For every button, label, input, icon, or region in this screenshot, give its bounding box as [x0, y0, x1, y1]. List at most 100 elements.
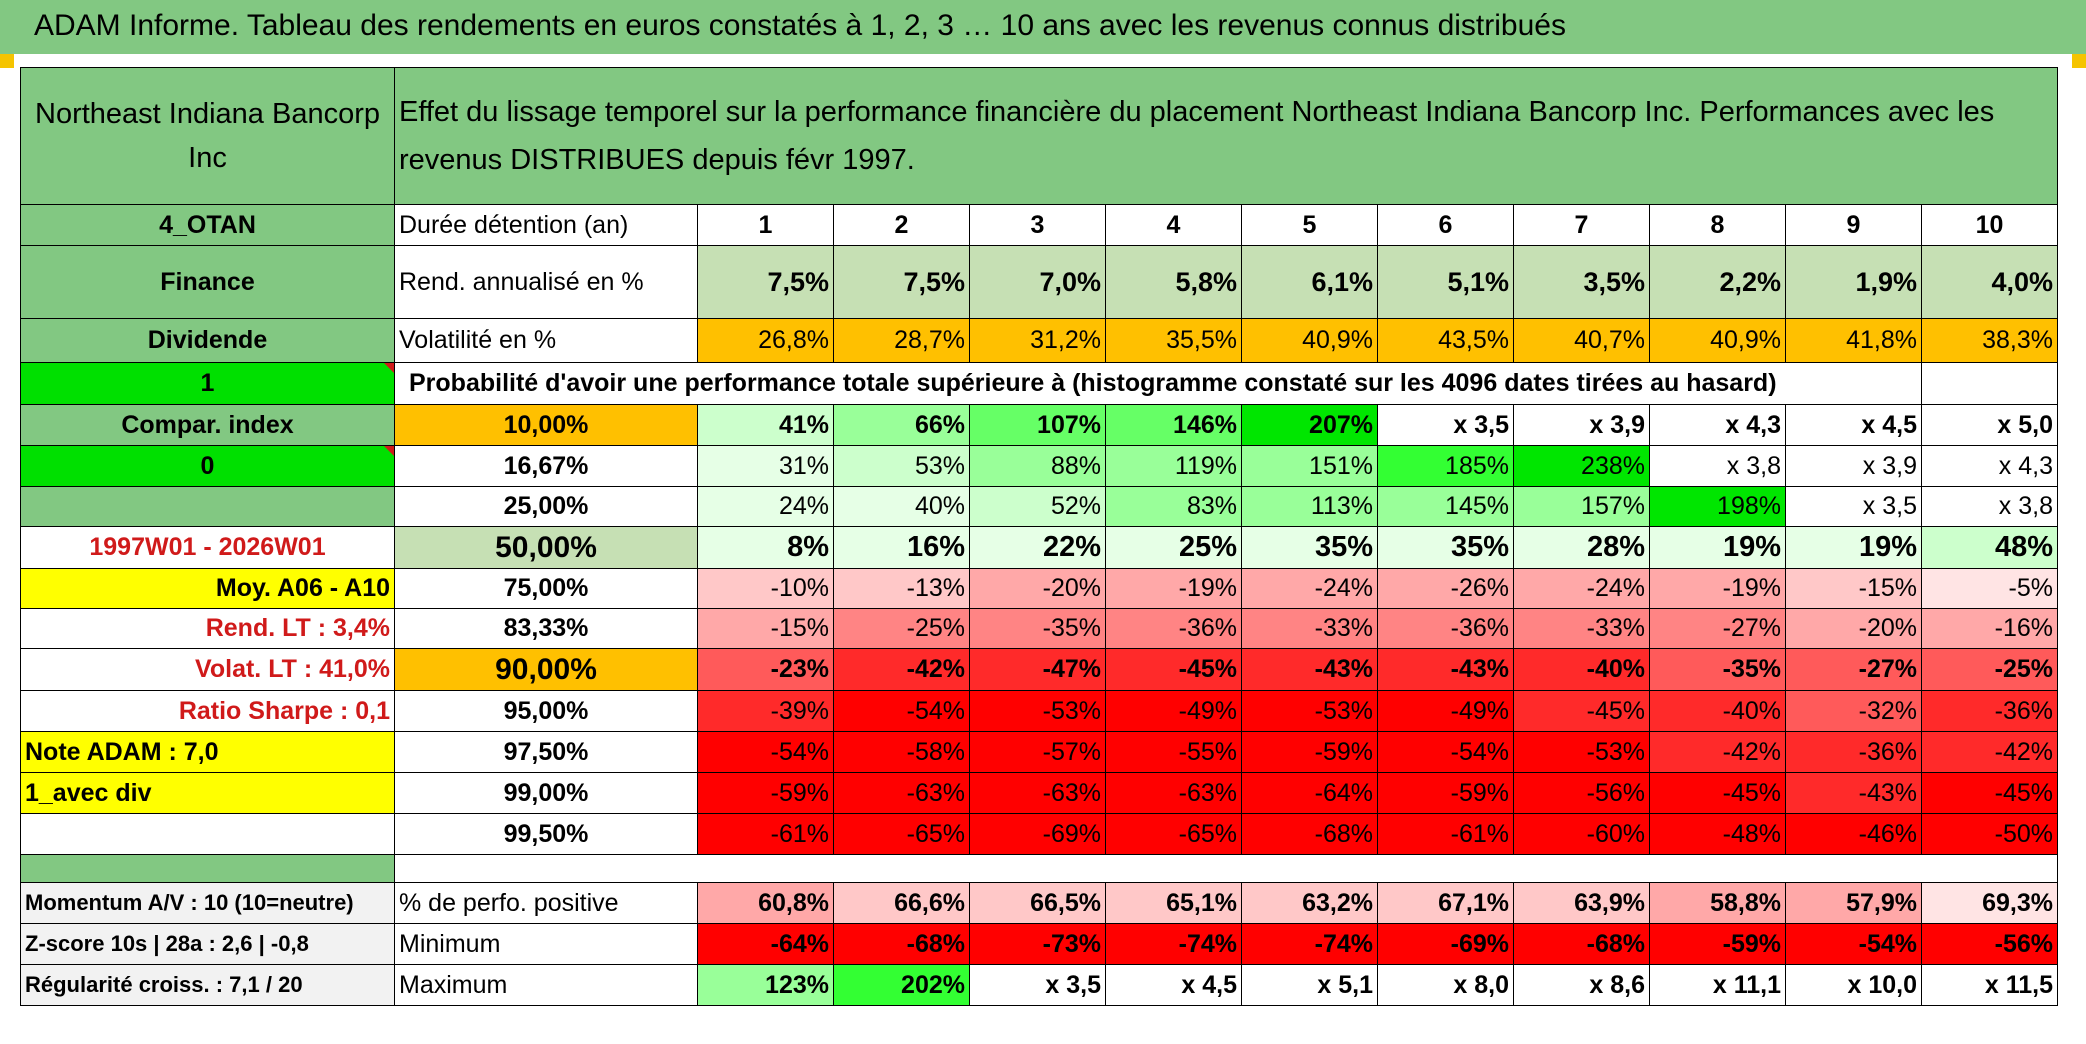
proba-value: -54% — [697, 731, 834, 773]
proba-value: -36% — [1921, 690, 2058, 732]
proba-value: 151% — [1241, 445, 1378, 487]
maximum-value: x 5,1 — [1241, 964, 1378, 1006]
threshold-cell: 83,33% — [394, 608, 698, 649]
proba-value: 41% — [697, 404, 834, 446]
vol-label: Volatilité en % — [394, 318, 698, 363]
vol-value: 41,8% — [1785, 318, 1922, 363]
threshold-cell: 97,50% — [394, 731, 698, 773]
vol-value: 38,3% — [1921, 318, 2058, 363]
perfo-pos-value: 60,8% — [697, 882, 834, 924]
proba-value: -35% — [969, 608, 1106, 649]
minimum-value: -68% — [833, 923, 970, 965]
proba-value: 107% — [969, 404, 1106, 446]
proba-value: -59% — [697, 772, 834, 814]
proba-value: -40% — [1513, 648, 1650, 691]
proba-value: -43% — [1377, 648, 1514, 691]
maximum-row: Régularité croiss. : 7,1 / 20 Maximum 123%… — [20, 964, 2058, 1006]
proba-value: -40% — [1649, 690, 1786, 732]
proba-value: -45% — [1513, 690, 1650, 732]
year-header: 3 — [969, 204, 1106, 246]
vol-value: 43,5% — [1377, 318, 1514, 363]
minimum-side-cell: Z-score 10s | 28a : 2,6 | -0,8 — [20, 923, 395, 965]
proba-value: -54% — [833, 690, 970, 732]
proba-value: -36% — [1105, 608, 1242, 649]
perfo-pos-value: 66,5% — [969, 882, 1106, 924]
corner-marker — [2072, 54, 2086, 68]
proba-value: x 4,3 — [1921, 445, 2058, 487]
proba-row: Ratio Sharpe : 0,1 95,00% -39% -54% -53% -49%… — [20, 690, 2058, 732]
year-header: 7 — [1513, 204, 1650, 246]
proba-value: 22% — [969, 526, 1106, 569]
rend-value: 3,5% — [1513, 245, 1650, 319]
proba-value: -56% — [1513, 772, 1650, 814]
proba-value: 119% — [1105, 445, 1242, 487]
proba-value: -45% — [1105, 648, 1242, 691]
maximum-label: Maximum — [394, 964, 698, 1006]
proba-value: -64% — [1241, 772, 1378, 814]
proba-value: -42% — [833, 648, 970, 691]
minimum-value: -59% — [1649, 923, 1786, 965]
rend-row: Finance Rend. annualisé en % 7,5% 7,5% 7,0… — [20, 245, 2058, 319]
proba-value: 66% — [833, 404, 970, 446]
duree-label: Durée détention (an) — [394, 204, 698, 246]
proba-value: -10% — [697, 568, 834, 609]
proba-value: -5% — [1921, 568, 2058, 609]
perfo-pos-value: 63,2% — [1241, 882, 1378, 924]
proba-value: -43% — [1241, 648, 1378, 691]
proba-value: -24% — [1513, 568, 1650, 609]
proba-value: 113% — [1241, 486, 1378, 527]
minimum-value: -68% — [1513, 923, 1650, 965]
proba-value: 53% — [833, 445, 970, 487]
proba-value: -49% — [1105, 690, 1242, 732]
threshold-cell: 75,00% — [394, 568, 698, 609]
vol-value: 26,8% — [697, 318, 834, 363]
proba-value: -27% — [1785, 648, 1922, 691]
proba-row: Moy. A06 - A10 75,00% -10% -13% -20% -19% -24%… — [20, 568, 2058, 609]
rend-lt-cell: Rend. LT : 3,4% — [20, 608, 395, 649]
threshold-cell: 16,67% — [394, 445, 698, 487]
minimum-value: -74% — [1105, 923, 1242, 965]
maximum-value: x 8,6 — [1513, 964, 1650, 1006]
proba-value: 146% — [1105, 404, 1242, 446]
rend-value: 5,1% — [1377, 245, 1514, 319]
proba-value: -65% — [1105, 813, 1242, 855]
spacer-row — [20, 854, 2058, 883]
proba-value: 238% — [1513, 445, 1650, 487]
vol-value: 40,9% — [1649, 318, 1786, 363]
proba-value: -57% — [969, 731, 1106, 773]
code-cell: 4_OTAN — [20, 204, 395, 246]
proba-value: -27% — [1649, 608, 1786, 649]
year-header: 1 — [697, 204, 834, 246]
sector-cell: Finance — [20, 245, 395, 319]
proba-row: 25,00% 24% 40% 52% 83% 113% 145% 157% 198% x 3,5 x… — [20, 486, 2058, 527]
proba-value: 185% — [1377, 445, 1514, 487]
perfo-pos-value: 63,9% — [1513, 882, 1650, 924]
proba-value: -20% — [969, 568, 1106, 609]
proba-value: 19% — [1649, 526, 1786, 569]
proba-value: -61% — [697, 813, 834, 855]
value-zero-cell: 0 — [20, 445, 395, 487]
company-name: Northeast Indiana Bancorp Inc — [20, 67, 395, 205]
proba-value: -25% — [1921, 648, 2058, 691]
maximum-value: 123% — [697, 964, 834, 1006]
proba-value: -59% — [1377, 772, 1514, 814]
proba-value: 145% — [1377, 486, 1514, 527]
volat-lt-cell: Volat. LT : 41,0% — [20, 648, 395, 691]
rend-value: 7,5% — [697, 245, 834, 319]
perfo-pos-label: % de perfo. positive — [394, 882, 698, 924]
proba-value: -59% — [1241, 731, 1378, 773]
minimum-value: -64% — [697, 923, 834, 965]
proba-value: 19% — [1785, 526, 1922, 569]
proba-row: Rend. LT : 3,4% 83,33% -15% -25% -35% -36% -33… — [20, 608, 2058, 649]
proba-value: -49% — [1377, 690, 1514, 732]
proba-value: -33% — [1241, 608, 1378, 649]
proba-value: -42% — [1921, 731, 2058, 773]
perfo-pos-value: 67,1% — [1377, 882, 1514, 924]
vol-value: 40,7% — [1513, 318, 1650, 363]
proba-value: -25% — [833, 608, 970, 649]
proba-value: -15% — [697, 608, 834, 649]
proba-value: x 3,9 — [1785, 445, 1922, 487]
proba-row: Volat. LT : 41,0% 90,00% -23% -42% -47% -45% -… — [20, 648, 2058, 691]
proba-value: -61% — [1377, 813, 1514, 855]
